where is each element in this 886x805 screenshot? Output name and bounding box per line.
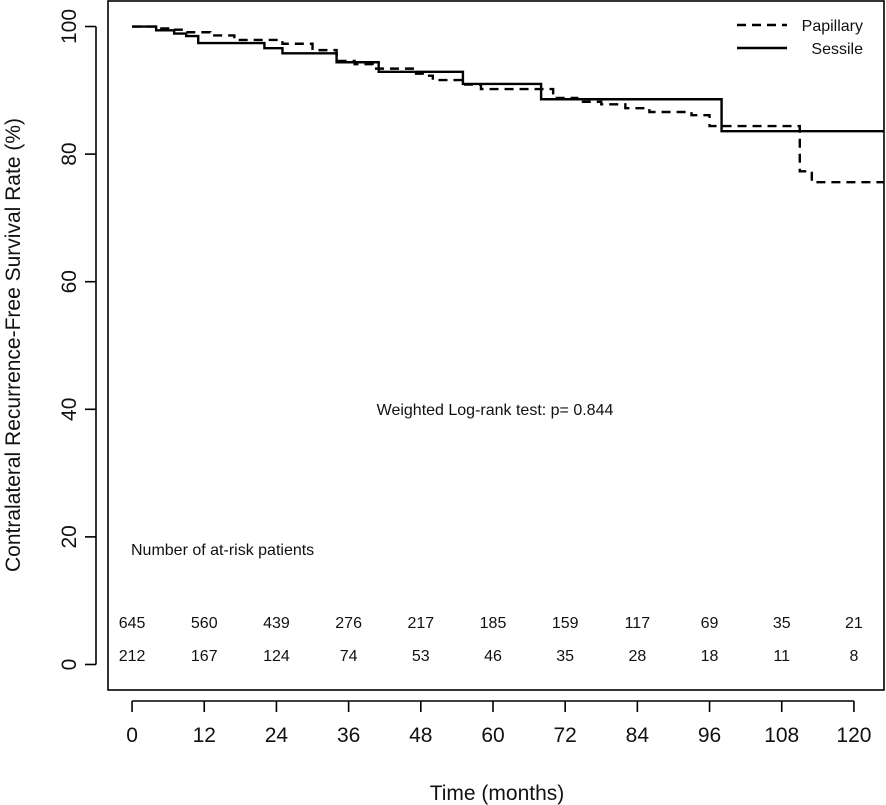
risk-value-sessile: 28 xyxy=(628,648,646,665)
risk-value-papillary: 439 xyxy=(263,615,290,632)
plot-frame xyxy=(107,0,885,691)
risk-value-papillary: 276 xyxy=(335,615,362,632)
risk-value-papillary: 159 xyxy=(552,615,579,632)
x-tick-label: 48 xyxy=(409,724,432,747)
risk-value-papillary: 21 xyxy=(845,615,863,632)
legend: Papillary Sessile xyxy=(737,18,863,58)
y-tick-label: 20 xyxy=(58,525,81,548)
risk-value-sessile: 8 xyxy=(849,648,858,665)
legend-label-papillary: Papillary xyxy=(802,18,863,35)
y-tick-label: 40 xyxy=(58,398,81,421)
risk-value-sessile: 53 xyxy=(412,648,430,665)
y-tick-label: 80 xyxy=(58,142,81,165)
x-tick-label: 72 xyxy=(553,724,576,747)
log-rank-annotation: Weighted Log-rank test: p= 0.844 xyxy=(377,402,614,419)
risk-value-papillary: 117 xyxy=(625,615,651,632)
x-axis-title: Time (months) xyxy=(430,782,565,805)
x-tick-label: 96 xyxy=(698,724,721,747)
risk-value-papillary: 645 xyxy=(119,615,146,632)
x-tick-label: 12 xyxy=(193,724,216,747)
risk-value-papillary: 69 xyxy=(701,615,719,632)
x-tick-label: 120 xyxy=(836,724,871,747)
x-axis: 0 12 24 36 48 60 72 84 96 108 120 xyxy=(126,700,871,747)
x-tick-label: 0 xyxy=(126,724,138,747)
x-tick-label: 24 xyxy=(265,724,289,747)
curve-sessile xyxy=(132,25,884,133)
risk-value-papillary: 217 xyxy=(407,615,434,632)
x-tick-label: 60 xyxy=(481,724,504,747)
y-tick-label: 60 xyxy=(58,270,81,293)
legend-label-sessile: Sessile xyxy=(811,41,863,58)
y-axis-title: Contralateral Recurrence-Free Survival R… xyxy=(2,118,25,572)
risk-table: Number of at-risk patients 645 560 439 276 2… xyxy=(119,542,863,665)
risk-value-sessile: 74 xyxy=(340,648,358,665)
y-tick-label: 0 xyxy=(58,659,81,671)
curve-papillary xyxy=(132,25,884,184)
x-tick-label: 108 xyxy=(764,724,799,747)
risk-value-sessile: 18 xyxy=(701,648,719,665)
risk-value-sessile: 167 xyxy=(191,648,218,665)
x-tick-label: 84 xyxy=(626,724,650,747)
risk-value-sessile: 212 xyxy=(119,648,146,665)
survival-curves xyxy=(132,25,884,184)
risk-value-sessile: 124 xyxy=(263,648,290,665)
risk-table-title: Number of at-risk patients xyxy=(131,542,314,559)
risk-value-papillary: 185 xyxy=(480,615,507,632)
y-tick-label: 100 xyxy=(58,9,81,44)
x-tick-label: 36 xyxy=(337,724,360,747)
risk-value-sessile: 11 xyxy=(773,648,790,665)
y-axis: 0 20 40 60 80 100 xyxy=(58,9,97,671)
risk-value-papillary: 35 xyxy=(773,615,791,632)
risk-value-sessile: 46 xyxy=(484,648,502,665)
risk-value-sessile: 35 xyxy=(556,648,574,665)
risk-value-papillary: 560 xyxy=(191,615,218,632)
